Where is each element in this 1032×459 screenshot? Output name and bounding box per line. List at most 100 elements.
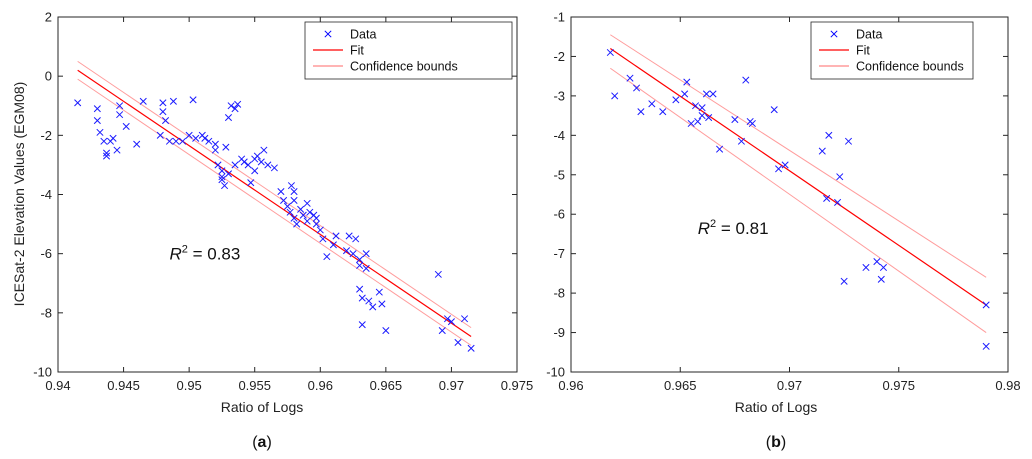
- chart-a-y-tick-label: -2: [40, 128, 52, 143]
- chart-b-data-point: [742, 76, 750, 84]
- chart-a-data-point: [349, 250, 357, 258]
- chart-a-data-point: [234, 100, 242, 108]
- chart-a-y-tick-label: -8: [40, 305, 52, 320]
- chart-a-y-tick-label: -4: [40, 187, 52, 202]
- chart-b-lower-confidence-bound: [610, 67, 987, 333]
- chart-a-data-point: [231, 105, 239, 113]
- chart-a-data-point: [156, 131, 164, 139]
- chart-b-x-tick-label: 0.98: [995, 378, 1020, 393]
- chart-a-data-point: [270, 164, 278, 172]
- chart-a-data-point: [329, 241, 337, 249]
- chart-a-upper-confidence-bound: [77, 60, 472, 329]
- chart-b-data-point: [823, 194, 831, 202]
- chart-a-data-point: [332, 232, 340, 240]
- chart-b-panel-caption: (b): [766, 434, 786, 451]
- chart-a-data-point: [375, 288, 383, 296]
- chart-b-data-point: [687, 119, 695, 128]
- chart-b-data-point: [748, 119, 756, 128]
- chart-a-data-point: [454, 338, 462, 346]
- chart-b-data-point: [626, 74, 634, 82]
- chart-a-x-tick-label: 0.955: [238, 378, 271, 393]
- chart-a-data-point: [352, 235, 360, 243]
- chart-a-data-point: [74, 99, 82, 107]
- chart-a-data-point: [100, 137, 108, 145]
- chart-a-x-tick-label: 0.96: [308, 378, 333, 393]
- chart-a-data-point: [102, 152, 111, 160]
- chart-b-data-point: [844, 137, 853, 145]
- chart-b-ticks: 0.96 0.965 0.97 0.975 0.98 -1 -2 -3 -4 -5 -6 -7 -8 -9…: [546, 10, 1020, 394]
- chart-b-data-point: [709, 90, 717, 98]
- chart-a-data-point: [434, 270, 442, 278]
- chart-a-data-point: [93, 105, 101, 113]
- chart-a-data-point: [218, 173, 226, 181]
- chart-a-data-point: [189, 96, 197, 104]
- chart-a-x-tick-label: 0.94: [45, 378, 70, 393]
- chart-a-data-point: [116, 111, 124, 119]
- chart-b-data-point: [775, 165, 783, 173]
- chart-a-data-point: [244, 161, 252, 169]
- chart-a-r-symbol: R: [169, 245, 181, 264]
- chart-b-legend-label-fit: Fit: [856, 44, 870, 58]
- chart-a-lower-confidence-bound: [77, 78, 472, 346]
- chart-b-data-point: [702, 90, 711, 98]
- chart-a-data-point: [159, 99, 167, 107]
- chart-b-y-tick-label: -10: [546, 365, 565, 380]
- chart-a-data-point: [358, 294, 366, 302]
- chart-a-data-point: [240, 158, 248, 166]
- chart-a-x-axis-label: Ratio of Logs: [221, 399, 304, 415]
- chart-b-data-point: [681, 90, 689, 98]
- chart-a-data-point: [287, 182, 295, 190]
- chart-a-data-point: [251, 167, 259, 175]
- chart-b-data-point: [691, 102, 700, 110]
- chart-a-data-point: [290, 187, 298, 196]
- chart-b-data-point: [862, 263, 870, 272]
- chart-a-data-point: [293, 220, 301, 228]
- chart-panel-b: 0.96 0.965 0.97 0.975 0.98 -1 -2 -3 -4 -5 -6 -7 -8 -9…: [546, 10, 1020, 452]
- chart-b-y-tick-label: -2: [553, 49, 565, 64]
- chart-a-y-tick-label: -10: [33, 365, 52, 380]
- chart-a-x-tick-label: 0.975: [501, 378, 534, 393]
- chart-a-data-point: [356, 256, 364, 264]
- chart-a-legend-label-confidence-bounds: Confidence bounds: [350, 60, 458, 74]
- chart-b-r-superscript: 2: [710, 218, 716, 230]
- chart-a-data-point: [286, 208, 294, 216]
- chart-a-data-point: [438, 327, 446, 335]
- chart-a-y-tick-label: -6: [40, 246, 52, 261]
- chart-b-legend-box: [810, 21, 974, 80]
- chart-a-data-point: [443, 315, 452, 323]
- chart-a-data-points: [74, 96, 475, 352]
- chart-a-data-point: [312, 220, 320, 228]
- chart-a-data-point: [306, 208, 314, 216]
- chart-a-data-point: [264, 161, 272, 169]
- chart-a-x-tick-label: 0.95: [176, 378, 201, 393]
- chart-a-data-point: [102, 149, 111, 157]
- chart-b-data-point: [879, 263, 888, 272]
- chart-a-y-tick-label: 0: [45, 69, 52, 84]
- chart-a-data-point: [227, 102, 235, 110]
- chart-a-data-point: [316, 226, 324, 234]
- chart-a-legend-label-data: Data: [350, 28, 376, 42]
- chart-a-ticks: 0.94 0.945 0.95 0.955 0.96 0.965 0.97 0.975 2 0 -2…: [33, 10, 533, 394]
- chart-b-data-point: [818, 147, 826, 155]
- chart-a-data-point: [382, 327, 390, 335]
- chart-a-data-point: [280, 196, 288, 204]
- chart-panel-a: 0.94 0.945 0.95 0.955 0.96 0.965 0.97 0.975 2 0 -2…: [11, 10, 533, 452]
- chart-b-data-point: [683, 78, 691, 86]
- chart-a-data-point: [369, 303, 377, 311]
- chart-a-data-point: [218, 167, 226, 175]
- chart-b-data-point: [825, 131, 833, 139]
- chart-a-data-point: [201, 134, 209, 142]
- chart-a-data-point: [342, 247, 351, 255]
- chart-b-data-point: [698, 112, 706, 120]
- chart-b-upper-confidence-bound: [610, 34, 987, 278]
- chart-b-data-point: [836, 173, 844, 181]
- chart-b-y-tick-label: -8: [553, 286, 565, 301]
- chart-b-data-point: [731, 116, 739, 124]
- chart-b-data-point: [694, 117, 702, 126]
- chart-a-data-point: [303, 199, 311, 207]
- chart-b-legend-label-confidence-bounds: Confidence bounds: [856, 60, 964, 74]
- chart-a-data-point: [297, 205, 305, 213]
- chart-a-y-axis-label: ICESat-2 Elevation Values (EGM08): [11, 82, 27, 307]
- chart-b-data-point: [637, 108, 645, 116]
- chart-a-data-point: [257, 158, 265, 166]
